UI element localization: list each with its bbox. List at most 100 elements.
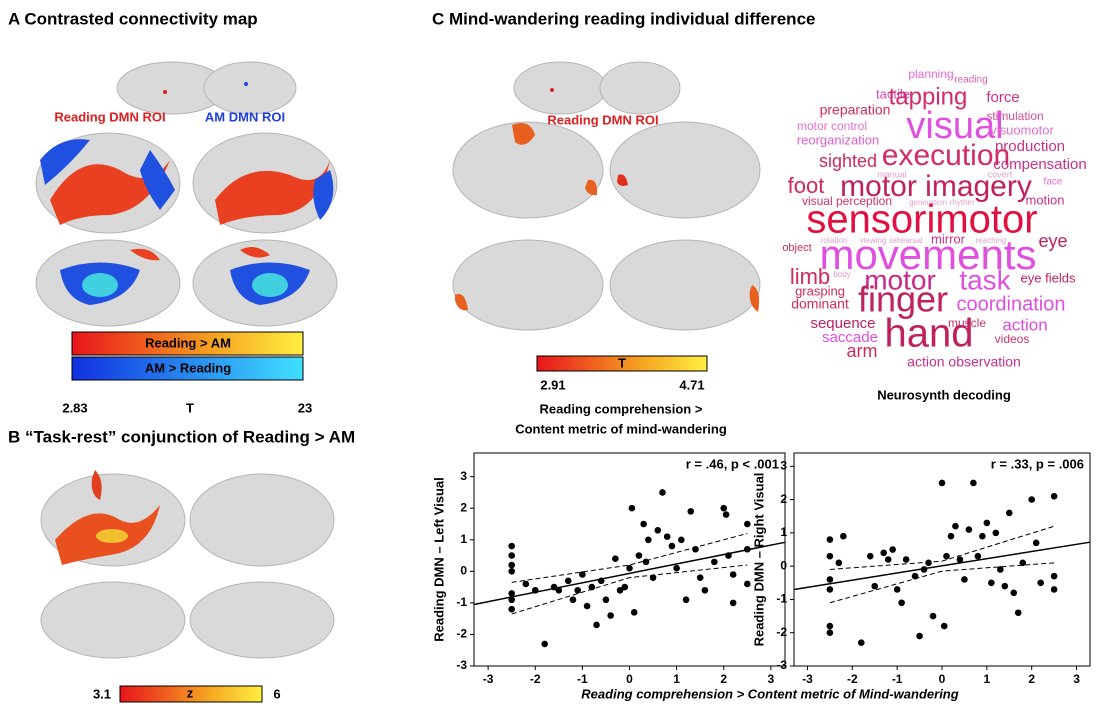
panel-title: A Contrasted connectivity map bbox=[8, 9, 258, 28]
point bbox=[574, 586, 581, 594]
point bbox=[1001, 582, 1009, 590]
point bbox=[938, 479, 946, 487]
point bbox=[744, 520, 751, 528]
word: force bbox=[986, 89, 1019, 106]
point bbox=[965, 526, 973, 533]
y-tick-label: 3 bbox=[780, 458, 787, 472]
point bbox=[508, 542, 515, 550]
word: movements bbox=[819, 231, 1036, 278]
point bbox=[826, 536, 834, 543]
point bbox=[826, 586, 834, 593]
point bbox=[835, 559, 843, 567]
point bbox=[682, 596, 690, 604]
colorbar-label: Reading > AM bbox=[145, 335, 231, 350]
word: dominant bbox=[791, 296, 849, 312]
word: sensorimotor bbox=[806, 198, 1037, 242]
y-tick-label: -1 bbox=[456, 595, 467, 609]
x-axis-label: Reading comprehension > Content metric o… bbox=[581, 686, 958, 701]
point bbox=[920, 566, 928, 573]
word: sequence bbox=[810, 315, 875, 332]
fit-line bbox=[793, 541, 1091, 591]
point bbox=[626, 564, 633, 572]
brain-images bbox=[35, 61, 338, 327]
point bbox=[555, 586, 563, 594]
point bbox=[701, 586, 709, 594]
point bbox=[744, 545, 751, 553]
y-axis-label: Reading DMN – Left Visual bbox=[431, 477, 446, 641]
brain-images bbox=[40, 470, 335, 659]
wordcloud-title: Neurosynth decoding bbox=[877, 387, 1011, 402]
ci-line bbox=[511, 532, 748, 583]
word: foot bbox=[788, 173, 825, 198]
point bbox=[692, 545, 699, 553]
point bbox=[593, 621, 600, 629]
point bbox=[588, 583, 596, 591]
word: muscle bbox=[948, 316, 986, 330]
point bbox=[659, 489, 666, 496]
word: motor control bbox=[797, 119, 867, 133]
point bbox=[826, 576, 834, 583]
x-tick-label: 1 bbox=[984, 672, 991, 686]
panel-title: B “Task-rest” conjunction of Reading > A… bbox=[8, 427, 355, 446]
word: preparation bbox=[820, 102, 891, 118]
y-tick-label: 2 bbox=[780, 492, 787, 506]
point bbox=[1028, 496, 1035, 503]
point bbox=[508, 605, 515, 613]
point bbox=[607, 612, 614, 619]
word: stimulation bbox=[986, 109, 1043, 123]
point bbox=[893, 586, 901, 593]
colorbar bbox=[536, 355, 708, 372]
ci-line bbox=[829, 525, 1055, 570]
word: motor imagery bbox=[840, 170, 1032, 203]
point bbox=[621, 583, 629, 591]
point bbox=[729, 599, 737, 607]
point bbox=[1032, 539, 1040, 547]
colorbar bbox=[119, 685, 263, 703]
point bbox=[1019, 559, 1027, 567]
point bbox=[579, 571, 586, 578]
word: rehearsal bbox=[889, 236, 923, 245]
scale-max: 4.71 bbox=[679, 377, 704, 392]
brain-images bbox=[452, 61, 761, 331]
y-tick-label: -2 bbox=[456, 627, 467, 641]
scale-label: T bbox=[186, 400, 194, 415]
x-tick-label: 2 bbox=[720, 672, 727, 686]
point bbox=[988, 579, 995, 587]
point bbox=[889, 546, 896, 553]
point bbox=[645, 536, 652, 544]
point bbox=[1010, 589, 1018, 597]
point bbox=[925, 559, 932, 567]
scale-max: 23 bbox=[298, 400, 312, 415]
point bbox=[678, 536, 685, 544]
x-tick-label: -1 bbox=[577, 672, 588, 686]
point bbox=[880, 549, 887, 557]
word: viewing bbox=[860, 236, 887, 245]
point bbox=[722, 511, 730, 518]
point bbox=[654, 527, 662, 534]
point bbox=[1037, 579, 1044, 587]
y-tick-label: 1 bbox=[460, 532, 467, 546]
point bbox=[983, 519, 991, 527]
word: limb bbox=[790, 264, 830, 289]
point bbox=[612, 555, 619, 563]
x-tick-label: -1 bbox=[892, 672, 903, 686]
point bbox=[871, 582, 879, 590]
point bbox=[642, 558, 650, 566]
x-tick-label: -3 bbox=[483, 672, 494, 686]
word: generation bbox=[909, 198, 947, 207]
word: videos bbox=[995, 332, 1030, 346]
point bbox=[602, 596, 610, 604]
point bbox=[508, 590, 515, 597]
word: face bbox=[1044, 177, 1063, 188]
y-tick-label: -3 bbox=[776, 658, 787, 672]
point bbox=[569, 596, 577, 604]
y-tick-label: 1 bbox=[780, 525, 787, 539]
word: eye bbox=[1038, 231, 1067, 251]
word: motor bbox=[864, 264, 936, 295]
point bbox=[997, 566, 1004, 573]
y-tick-label: -3 bbox=[456, 658, 467, 672]
word: task bbox=[959, 264, 1011, 295]
point bbox=[744, 580, 751, 588]
point bbox=[992, 529, 1000, 537]
